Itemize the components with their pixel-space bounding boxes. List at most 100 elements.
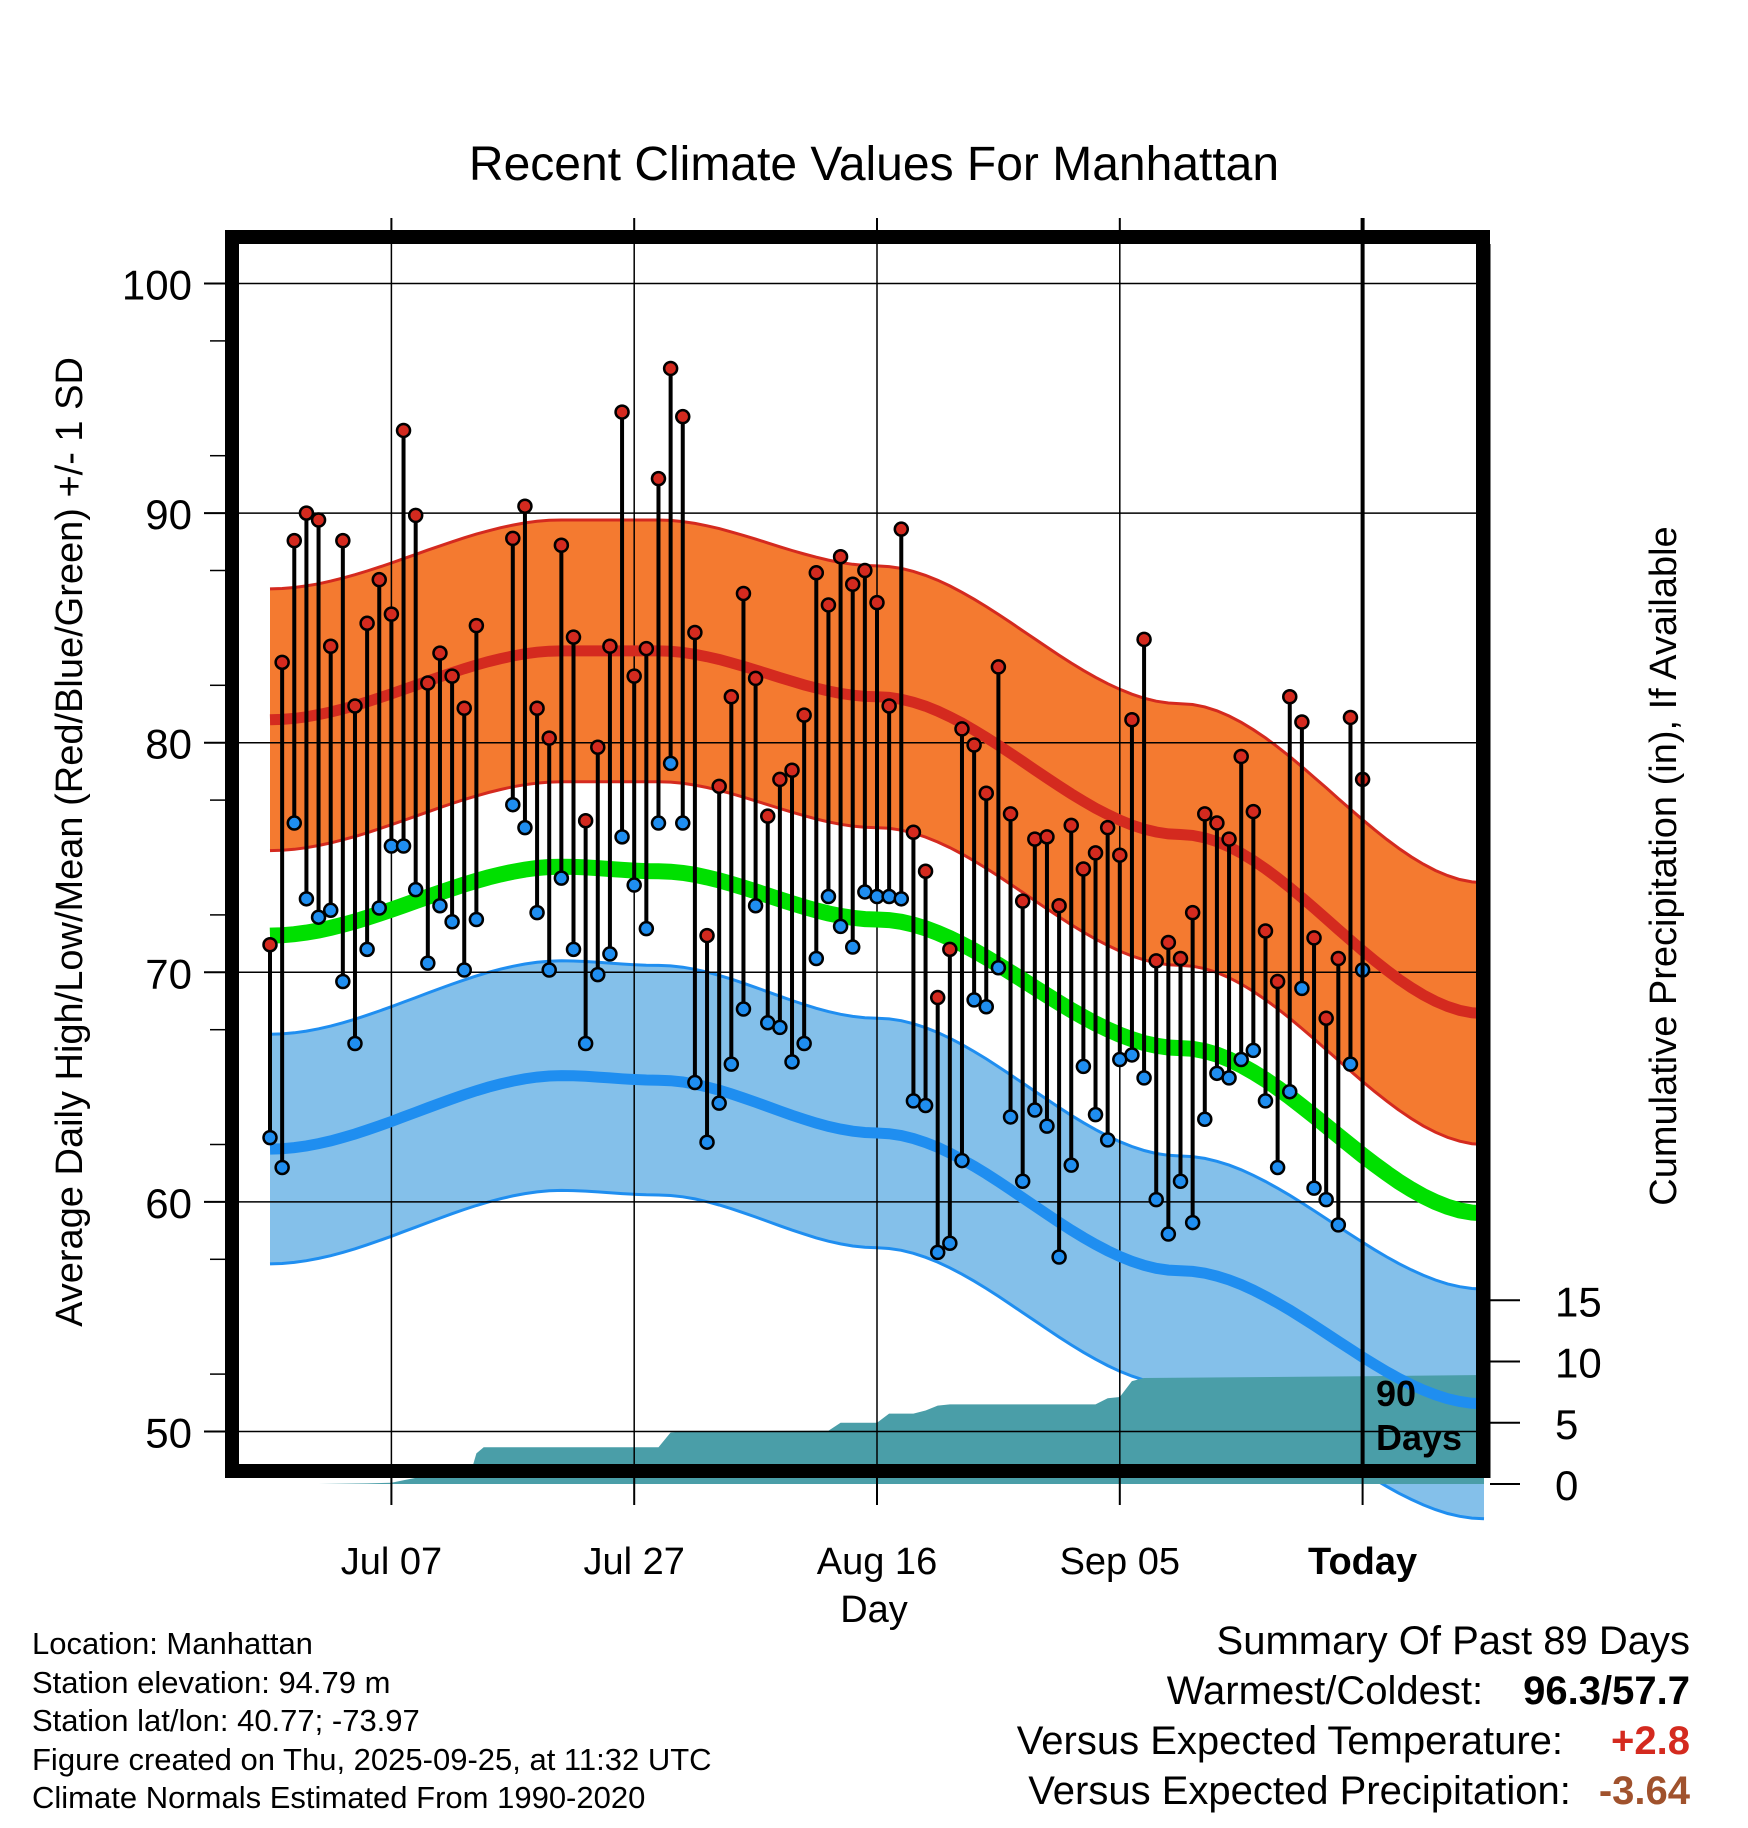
daily-high-point (942, 941, 958, 958)
daily-high-point (517, 498, 533, 514)
daily-low-point (1221, 1070, 1237, 1086)
daily-low-point (468, 911, 485, 928)
daily-low-point (1197, 1111, 1213, 1127)
daily-high-point (881, 698, 897, 714)
daily-high-point (1136, 631, 1152, 648)
daily-high-point (1027, 831, 1043, 847)
daily-high-point (966, 737, 982, 753)
info-elevation: Station elevation: 94.79 m (32, 1664, 391, 1700)
y-tick-label: 90 (145, 491, 192, 538)
daily-low-point (310, 909, 327, 925)
daily-low-point (1027, 1102, 1043, 1118)
daily-low-point (723, 1056, 740, 1072)
daily-low-point (1124, 1047, 1140, 1063)
daily-high-point (1294, 714, 1310, 730)
y2-tick-label: 5 (1555, 1401, 1578, 1448)
daily-high-point (432, 645, 448, 661)
summary-temp-row: Versus Expected Temperature: +2.8 (1017, 1716, 1690, 1766)
daily-low-point (1002, 1109, 1019, 1125)
daily-low-point (262, 1129, 278, 1146)
daily-low-point (1184, 1214, 1201, 1231)
x-tick-label: Jul 07 (341, 1541, 442, 1583)
daily-low-point (274, 1159, 290, 1176)
daily-high-point (699, 927, 715, 944)
daily-low-point (286, 815, 303, 831)
daily-low-point (844, 939, 861, 955)
daily-high-point (1209, 815, 1225, 831)
daily-high-point (395, 422, 412, 439)
daily-high-point (1184, 904, 1201, 921)
daily-high-point (322, 638, 339, 655)
warmest-label: Warmest/Coldest: (1166, 1669, 1484, 1713)
daily-high-point (1063, 817, 1079, 834)
daily-high-point (444, 668, 460, 684)
info-created: Figure created on Thu, 2025-09-25, at 11… (32, 1741, 712, 1777)
daily-high-point (784, 762, 800, 779)
daily-high-point (577, 813, 594, 829)
daily-high-point (456, 700, 472, 717)
y-tick-label: 80 (145, 721, 192, 768)
daily-low-point (1075, 1058, 1092, 1075)
today-days-number: 90 (1376, 1373, 1416, 1414)
daily-low-point (444, 914, 460, 930)
daily-high-point (1160, 934, 1177, 951)
info-normals: Climate Normals Estimated From 1990-2020 (32, 1780, 646, 1815)
daily-low-point (1063, 1157, 1079, 1173)
temp-label: Versus Expected Temperature: (1016, 1719, 1564, 1763)
daily-high-point (759, 808, 776, 824)
daily-low-point (359, 941, 375, 958)
daily-high-point (262, 936, 278, 953)
info-location: Location: Manhattan (32, 1626, 313, 1661)
daily-high-point (929, 989, 946, 1006)
daily-high-point (747, 670, 764, 687)
daily-low-point (529, 904, 545, 921)
daily-low-point (322, 902, 339, 919)
daily-high-point (420, 675, 436, 691)
daily-high-point (723, 689, 740, 705)
daily-high-point (1124, 711, 1140, 728)
daily-high-point (844, 576, 861, 593)
daily-low-point (395, 838, 412, 854)
daily-low-point (1172, 1173, 1189, 1189)
daily-low-point (1099, 1132, 1116, 1148)
daily-low-point (335, 973, 351, 990)
daily-high-point (1014, 893, 1031, 909)
x-tick-label: Aug 16 (817, 1541, 937, 1583)
daily-high-point (1269, 973, 1286, 990)
daily-low-point (1014, 1173, 1031, 1189)
daily-high-point (371, 571, 388, 588)
daily-low-point (347, 1035, 363, 1052)
daily-low-point (565, 941, 582, 958)
y2-tick-label: 10 (1555, 1340, 1602, 1387)
daily-high-point (1318, 1010, 1334, 1026)
daily-high-point (529, 700, 545, 717)
daily-high-point (1245, 803, 1262, 820)
daily-low-point (1051, 1249, 1067, 1265)
daily-low-point (929, 1244, 946, 1261)
daily-low-point (832, 918, 849, 935)
daily-low-point (699, 1134, 715, 1150)
daily-low-point (456, 962, 472, 978)
daily-low-point (432, 897, 448, 914)
daily-low-point (553, 870, 570, 886)
daily-high-point (978, 785, 995, 801)
daily-low-point (1148, 1191, 1164, 1208)
daily-low-point (626, 877, 642, 893)
daily-low-point (614, 829, 630, 845)
daily-high-point (1002, 806, 1019, 822)
daily-high-point (383, 606, 400, 622)
daily-high-point (650, 470, 667, 487)
daily-high-point (735, 585, 752, 602)
daily-low-point (1245, 1042, 1262, 1059)
daily-low-point (917, 1097, 934, 1114)
daily-low-point (942, 1235, 958, 1251)
y-tick-label: 100 (122, 262, 192, 309)
daily-low-point (747, 897, 764, 914)
daily-high-point (626, 668, 642, 684)
daily-low-point (371, 900, 388, 916)
daily-high-point (541, 730, 557, 746)
coldest-value: 57.7 (1612, 1669, 1690, 1713)
y2-tick-label: 15 (1555, 1278, 1602, 1325)
daily-low-point (820, 888, 837, 905)
daily-high-point (905, 824, 922, 840)
